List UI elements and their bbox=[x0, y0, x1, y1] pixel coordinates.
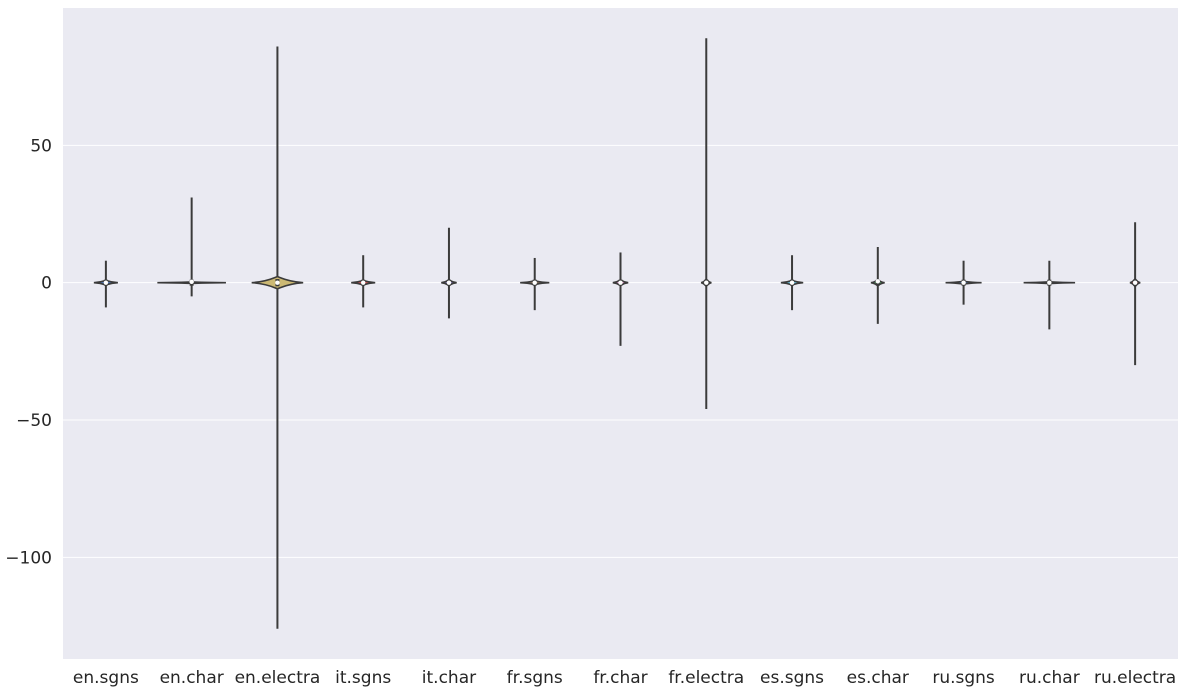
violins bbox=[93, 38, 1141, 629]
x-tick-label: ru.char bbox=[1019, 668, 1080, 688]
violin-es.sgns bbox=[780, 255, 804, 311]
x-tick-label: fr.electra bbox=[668, 668, 744, 688]
violin-median bbox=[875, 279, 881, 284]
violin-median bbox=[1132, 280, 1138, 285]
violin-it.char bbox=[441, 227, 457, 319]
violin-en.char bbox=[157, 197, 226, 297]
y-tick-label: −50 bbox=[16, 411, 52, 431]
violin-fr.electra bbox=[700, 38, 712, 410]
violin-median bbox=[789, 280, 795, 285]
y-tick-labels: 50 0 −50 −100 bbox=[5, 136, 52, 568]
violin-ru.electra bbox=[1129, 222, 1141, 366]
x-tick-label: es.char bbox=[847, 668, 909, 688]
violin-median bbox=[189, 279, 194, 285]
x-tick-label: fr.sgns bbox=[507, 668, 563, 688]
x-tick-label: it.char bbox=[422, 668, 476, 688]
violin-median bbox=[275, 280, 280, 285]
x-tick-label: ru.sgns bbox=[932, 668, 995, 688]
x-tick-label: it.sgns bbox=[335, 668, 391, 688]
x-tick-label: en.electra bbox=[235, 668, 321, 688]
x-tick-label: ru.electra bbox=[1094, 668, 1176, 688]
x-tick-label: en.char bbox=[160, 668, 224, 688]
violin-median bbox=[1047, 280, 1052, 285]
violin-median bbox=[961, 280, 966, 285]
violin-fr.char bbox=[612, 252, 629, 346]
y-tick-label: 50 bbox=[30, 136, 52, 156]
violin-median bbox=[618, 280, 623, 285]
violin-en.sgns bbox=[93, 260, 118, 308]
violin-median bbox=[360, 280, 366, 285]
y-tick-label: 0 bbox=[41, 274, 52, 294]
y-tick-label: −100 bbox=[5, 548, 52, 568]
x-tick-label: fr.char bbox=[593, 668, 647, 688]
violin-ru.sgns bbox=[945, 260, 982, 305]
violin-ru.char bbox=[1023, 260, 1076, 330]
x-tick-labels: en.sgns en.char en.electra it.sgns it.char fr… bbox=[73, 668, 1176, 688]
x-tick-label: es.sgns bbox=[760, 668, 824, 688]
violin-median bbox=[103, 280, 109, 285]
x-tick-label: en.sgns bbox=[73, 668, 139, 688]
violin-it.sgns bbox=[351, 255, 376, 308]
violin-median bbox=[704, 280, 709, 285]
violin-median bbox=[532, 280, 537, 285]
violin-en.electra bbox=[251, 46, 304, 629]
violin-fr.sgns bbox=[520, 257, 550, 311]
violin-es.char bbox=[870, 246, 885, 324]
violin-median bbox=[446, 280, 452, 285]
